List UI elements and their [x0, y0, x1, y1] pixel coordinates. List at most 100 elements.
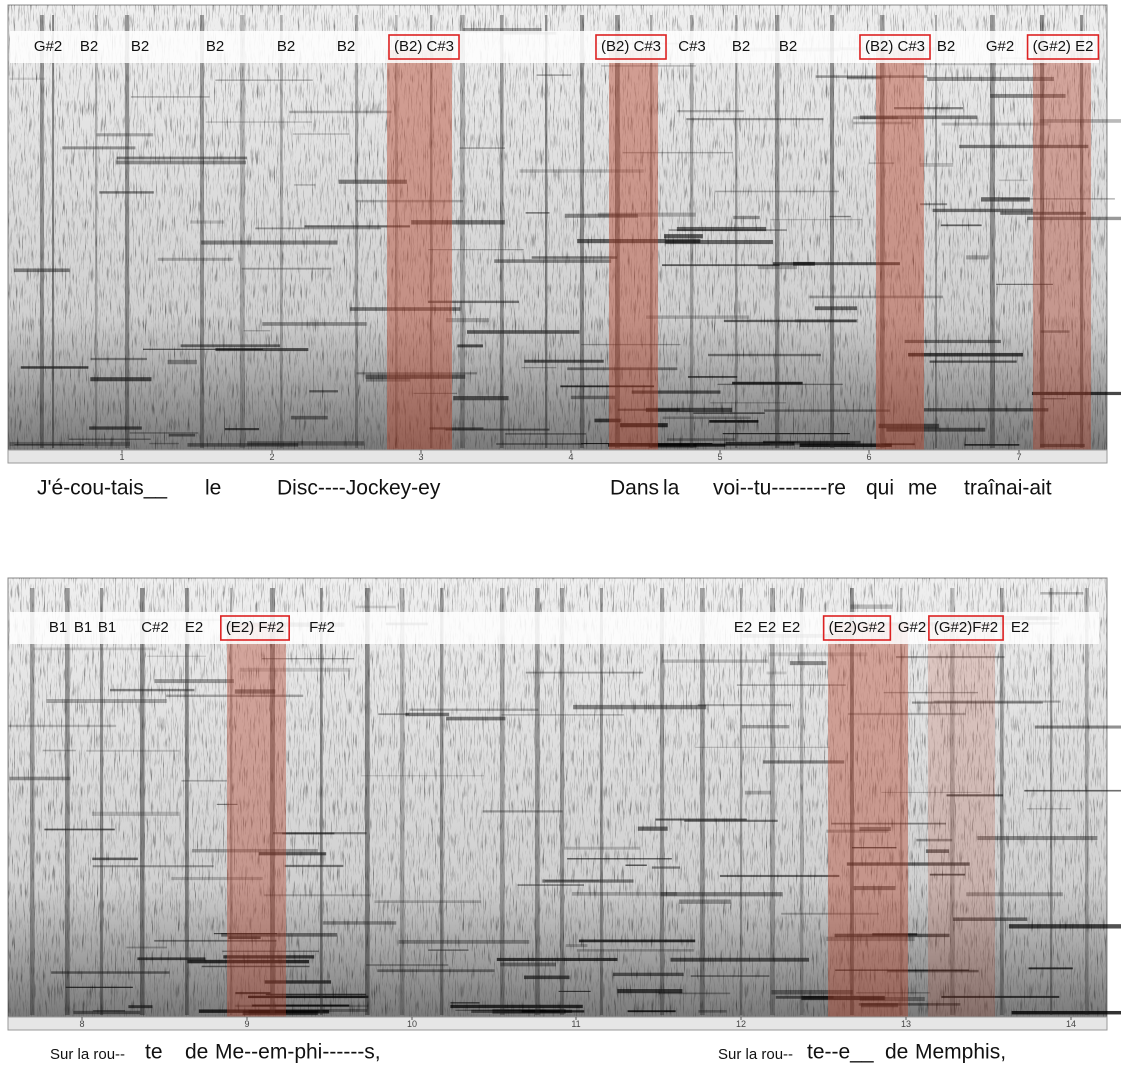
- harmonic: [215, 79, 313, 81]
- onset: [140, 588, 145, 1015]
- harmonic: [338, 179, 407, 184]
- onset: [1085, 588, 1089, 1015]
- harmonic: [261, 658, 355, 660]
- harmonic: [601, 65, 696, 67]
- harmonic: [264, 980, 332, 984]
- note-label: E2: [782, 619, 800, 636]
- onset: [400, 588, 405, 1015]
- harmonic: [573, 704, 707, 710]
- note-box: [1026, 34, 1100, 60]
- harmonic: [525, 671, 644, 674]
- onset: [800, 588, 804, 1015]
- harmonic: [1028, 967, 1073, 970]
- harmonic: [519, 169, 644, 173]
- harmonic: [73, 1010, 141, 1015]
- highlight-band: [609, 50, 658, 450]
- harmonic: [697, 704, 791, 707]
- harmonic: [89, 426, 142, 430]
- harmonic: [290, 415, 328, 420]
- note-label: C#2: [141, 619, 169, 636]
- harmonic: [977, 836, 1098, 841]
- harmonic: [690, 975, 770, 977]
- onset: [690, 15, 694, 448]
- harmonic: [940, 224, 982, 227]
- label-strip: [10, 612, 1099, 644]
- harmonic: [93, 1010, 126, 1012]
- harmonic: [676, 226, 767, 232]
- harmonic: [304, 225, 410, 228]
- highlight-band: [828, 623, 908, 1017]
- harmonic: [492, 1009, 566, 1014]
- note-label: (G#2) E2: [1033, 38, 1094, 55]
- lyric: Dans: [610, 477, 659, 500]
- onset: [460, 15, 465, 448]
- onset: [395, 15, 398, 448]
- harmonic: [44, 828, 115, 831]
- highlight-band: [1033, 50, 1091, 450]
- harmonic: [709, 420, 759, 423]
- harmonic: [459, 147, 505, 149]
- harmonic: [1031, 391, 1121, 396]
- label-strip: [10, 31, 1099, 63]
- onset: [240, 15, 245, 448]
- harmonic: [766, 671, 787, 675]
- harmonic: [990, 93, 1066, 98]
- harmonic: [33, 647, 157, 651]
- harmonic: [878, 423, 939, 429]
- harmonic: [463, 27, 542, 33]
- harmonic: [662, 659, 768, 663]
- harmonic: [187, 959, 309, 964]
- harmonic: [856, 991, 930, 994]
- harmonic: [445, 428, 550, 431]
- harmonic: [284, 864, 344, 868]
- harmonic: [929, 360, 1017, 363]
- harmonic: [65, 986, 133, 988]
- harmonic: [847, 712, 966, 716]
- harmonic: [1000, 197, 1115, 200]
- harmonic: [946, 794, 1004, 797]
- lyric: la: [663, 477, 680, 500]
- harmonic: [686, 118, 824, 121]
- note-label: E2: [1011, 619, 1029, 636]
- harmonic: [678, 899, 731, 904]
- note-box: [220, 615, 290, 641]
- harmonic: [350, 307, 461, 311]
- harmonic: [911, 63, 1047, 66]
- onset: [660, 588, 665, 1015]
- time-tick-label: 14: [1066, 1019, 1076, 1029]
- harmonic: [201, 965, 310, 968]
- note-label: C#3: [678, 38, 706, 55]
- harmonic: [289, 110, 392, 114]
- harmonic: [698, 1010, 727, 1013]
- time-axis: [7, 1016, 1108, 1031]
- time-tick-label: 2: [269, 452, 274, 462]
- harmonic: [658, 992, 731, 995]
- harmonic: [46, 698, 167, 704]
- harmonic: [1039, 119, 1121, 123]
- harmonic: [180, 344, 281, 348]
- harmonic: [42, 749, 76, 752]
- harmonic: [450, 1002, 480, 1004]
- lyric: me: [908, 477, 937, 500]
- harmonic: [129, 432, 199, 434]
- harmonic: [521, 367, 557, 369]
- note-box: [928, 615, 1004, 641]
- onset: [880, 15, 885, 448]
- lyric: Memphis,: [915, 1041, 1006, 1064]
- onset: [1000, 588, 1004, 1015]
- harmonic: [883, 691, 979, 694]
- onset: [200, 15, 205, 448]
- onset: [1040, 15, 1045, 448]
- onset: [185, 588, 189, 1015]
- harmonic: [627, 1010, 676, 1013]
- harmonic: [933, 700, 1061, 703]
- harmonic: [427, 300, 520, 304]
- harmonic: [565, 944, 588, 948]
- onset: [545, 15, 548, 448]
- harmonic: [597, 212, 696, 217]
- harmonic: [1034, 725, 1121, 729]
- harmonic: [531, 256, 617, 259]
- harmonic: [858, 1003, 961, 1006]
- onset: [95, 15, 98, 448]
